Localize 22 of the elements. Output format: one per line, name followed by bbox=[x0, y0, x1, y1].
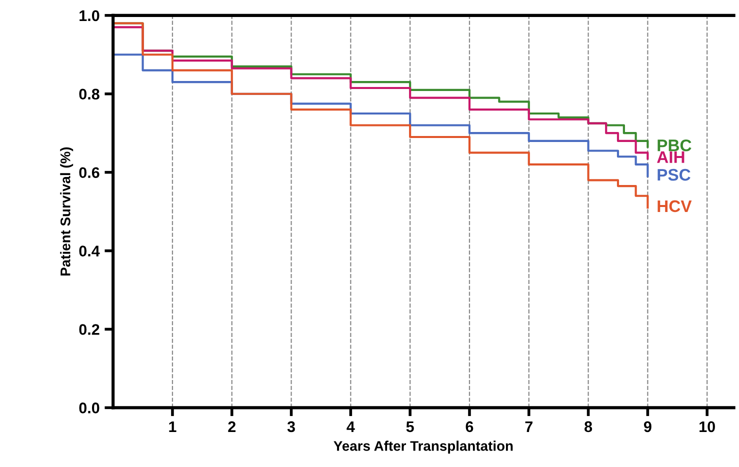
y-tick-label: 0.2 bbox=[79, 324, 100, 335]
y-axis-title: Patient Survival (%) bbox=[60, 147, 74, 276]
x-tick-label: 5 bbox=[406, 421, 414, 432]
x-tick-label: 10 bbox=[700, 421, 715, 432]
y-tick-label: 0.0 bbox=[79, 402, 100, 414]
y-tick-label: 1.0 bbox=[80, 10, 100, 22]
x-tick-label: 1 bbox=[169, 421, 176, 432]
y-tick-label: 0.6 bbox=[79, 167, 100, 178]
series-label: PBC bbox=[658, 139, 692, 152]
series-label: PSC bbox=[658, 168, 690, 181]
x-tick-label: 2 bbox=[228, 421, 236, 432]
x-axis-title: Years After Transplantation bbox=[334, 440, 513, 454]
series-label: HCV bbox=[658, 200, 692, 212]
y-tick-label: 0.8 bbox=[79, 88, 100, 100]
x-tick-label: 3 bbox=[287, 421, 295, 432]
x-tick-label: 7 bbox=[525, 421, 532, 432]
y-tick-label: 0.4 bbox=[79, 246, 100, 256]
x-tick-label: 9 bbox=[644, 421, 652, 432]
x-tick-label: 8 bbox=[584, 421, 592, 432]
x-tick-label: 4 bbox=[346, 421, 355, 432]
series-label: AIH bbox=[657, 151, 684, 163]
x-tick-label: 6 bbox=[466, 421, 474, 432]
